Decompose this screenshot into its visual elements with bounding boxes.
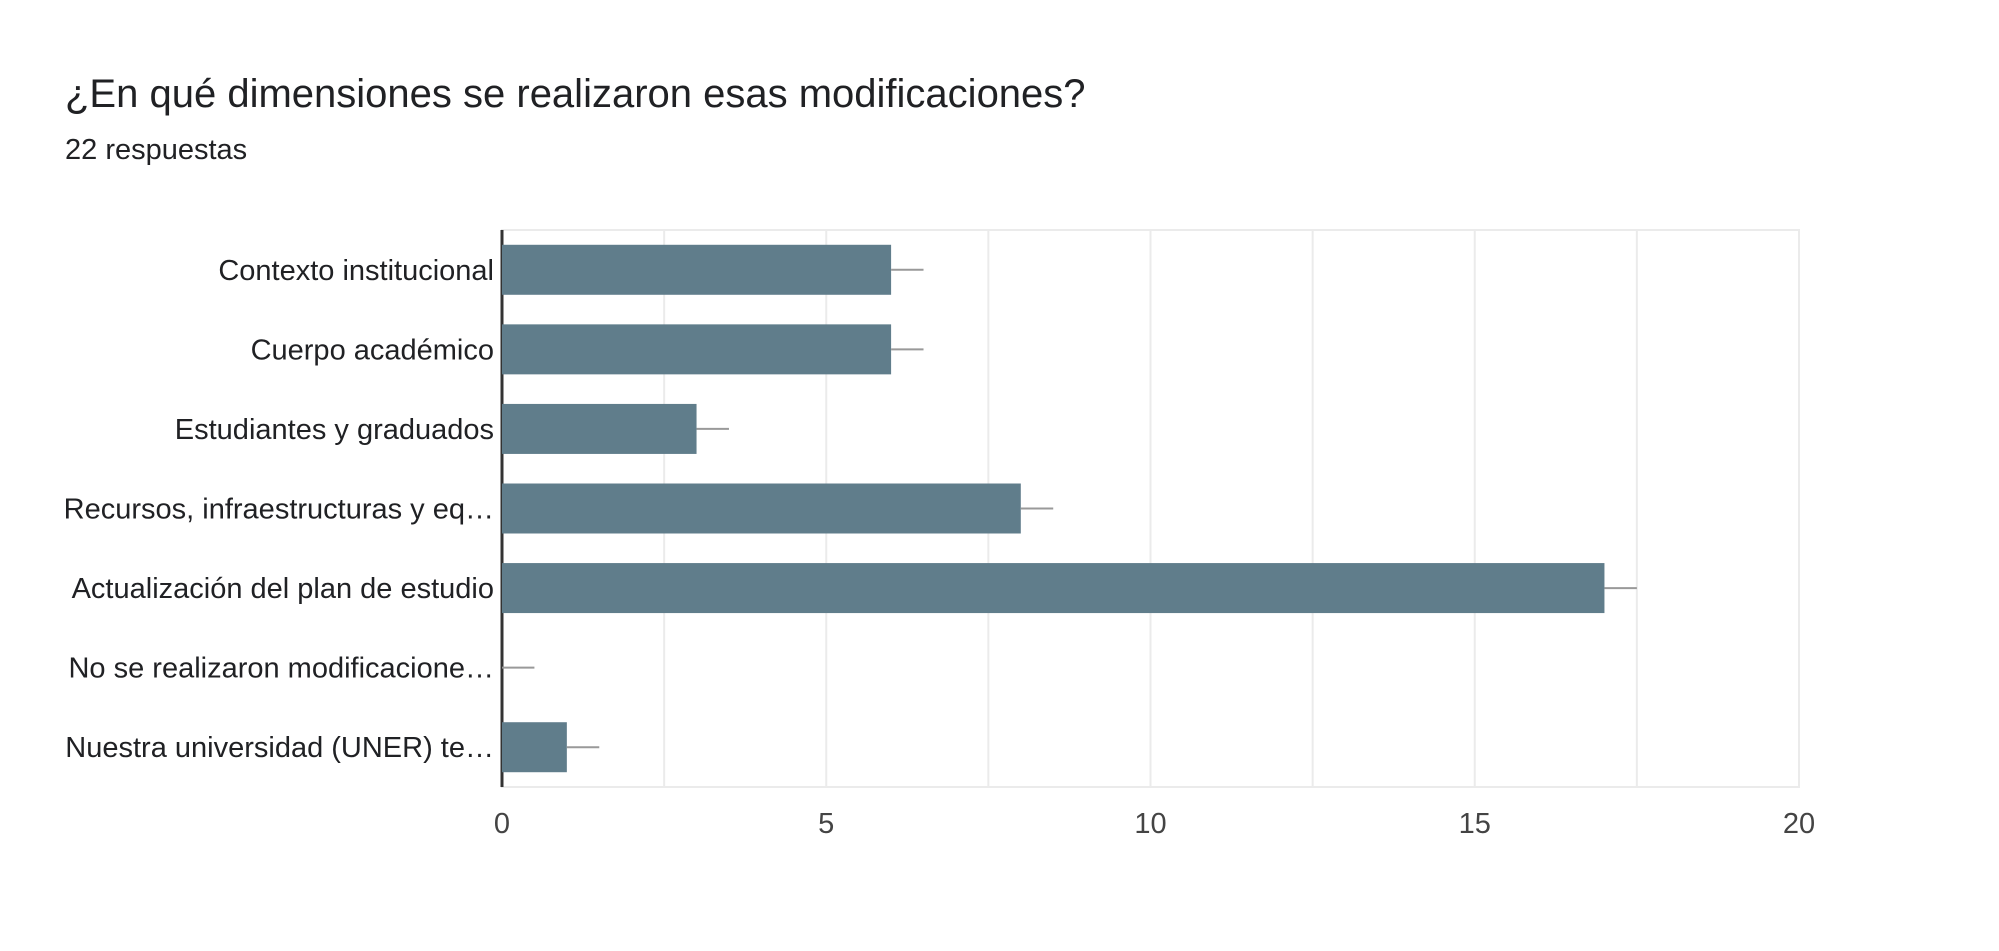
response-count: 22 respuestas bbox=[65, 134, 248, 166]
bar bbox=[502, 563, 1605, 614]
category-label: Contexto institucional bbox=[218, 255, 494, 287]
error-bars bbox=[502, 268, 1637, 749]
bars bbox=[502, 244, 1605, 773]
bar bbox=[502, 722, 567, 773]
category-labels: Contexto institucional Cuerpo académico Es… bbox=[64, 255, 494, 764]
bar bbox=[502, 483, 1021, 534]
bar bbox=[502, 244, 892, 295]
x-tick-label: 20 bbox=[1783, 808, 1815, 840]
category-label: Cuerpo académico bbox=[251, 334, 494, 366]
category-label: Recursos, infraestructuras y eq… bbox=[64, 494, 494, 526]
x-axis-ticks: 0 5 10 15 20 bbox=[494, 808, 1815, 840]
category-label: No se realizaron modificacione… bbox=[68, 653, 494, 685]
category-label: Estudiantes y graduados bbox=[175, 414, 494, 446]
bar bbox=[502, 324, 892, 375]
x-tick-label: 15 bbox=[1459, 808, 1491, 840]
x-tick-label: 5 bbox=[818, 808, 834, 840]
category-label: Nuestra universidad (UNER) te… bbox=[65, 732, 494, 764]
category-label: Actualización del plan de estudio bbox=[72, 573, 494, 605]
x-tick-label: 0 bbox=[494, 808, 510, 840]
bar bbox=[502, 403, 697, 454]
x-tick-label: 10 bbox=[1134, 808, 1166, 840]
chart-title: ¿En qué dimensiones se realizaron esas m… bbox=[65, 72, 1086, 116]
